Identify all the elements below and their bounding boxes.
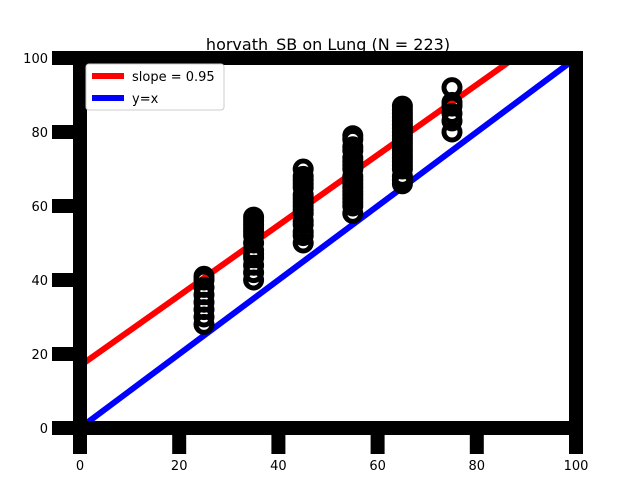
- chart-title: horvath_SB on Lung (N = 223): [206, 35, 450, 55]
- x-tick-label: 20: [171, 459, 188, 474]
- data-point: [441, 77, 463, 99]
- y-tick-label: 60: [31, 200, 48, 215]
- axis-ticks: 0 20 40 60 80 100 0 20 40 60 80 100: [23, 51, 589, 474]
- x-tick-label: 80: [469, 459, 486, 474]
- y-tick-label: 100: [23, 52, 48, 67]
- x-tick-label: 60: [369, 459, 386, 474]
- data-point: [292, 158, 314, 180]
- data-point: [193, 265, 215, 287]
- data-point: [342, 125, 364, 147]
- legend: slope = 0.95 y=x: [85, 63, 225, 111]
- y-tick-label: 40: [31, 274, 48, 289]
- y-tick-label: 0: [40, 422, 48, 437]
- series-line-1: [80, 58, 576, 428]
- fit-lines: [80, 58, 576, 428]
- data-point: [441, 103, 463, 124]
- data-point: [243, 206, 265, 228]
- data-point: [292, 165, 314, 187]
- data-point: [391, 95, 413, 117]
- y-tick-label: 80: [31, 126, 48, 141]
- x-tick-label: 0: [76, 459, 84, 474]
- x-tick-label: 100: [564, 459, 589, 474]
- x-tick-label: 40: [270, 459, 287, 474]
- legend-label-slope: slope = 0.95: [132, 70, 215, 85]
- scatter-points: [193, 77, 463, 335]
- y-tick-label: 20: [31, 348, 48, 363]
- axes-frame: [73, 51, 583, 435]
- legend-label-identity: y=x: [132, 92, 159, 107]
- series-line-0: [80, 58, 520, 369]
- data-point: [342, 136, 364, 158]
- data-point: [193, 276, 215, 298]
